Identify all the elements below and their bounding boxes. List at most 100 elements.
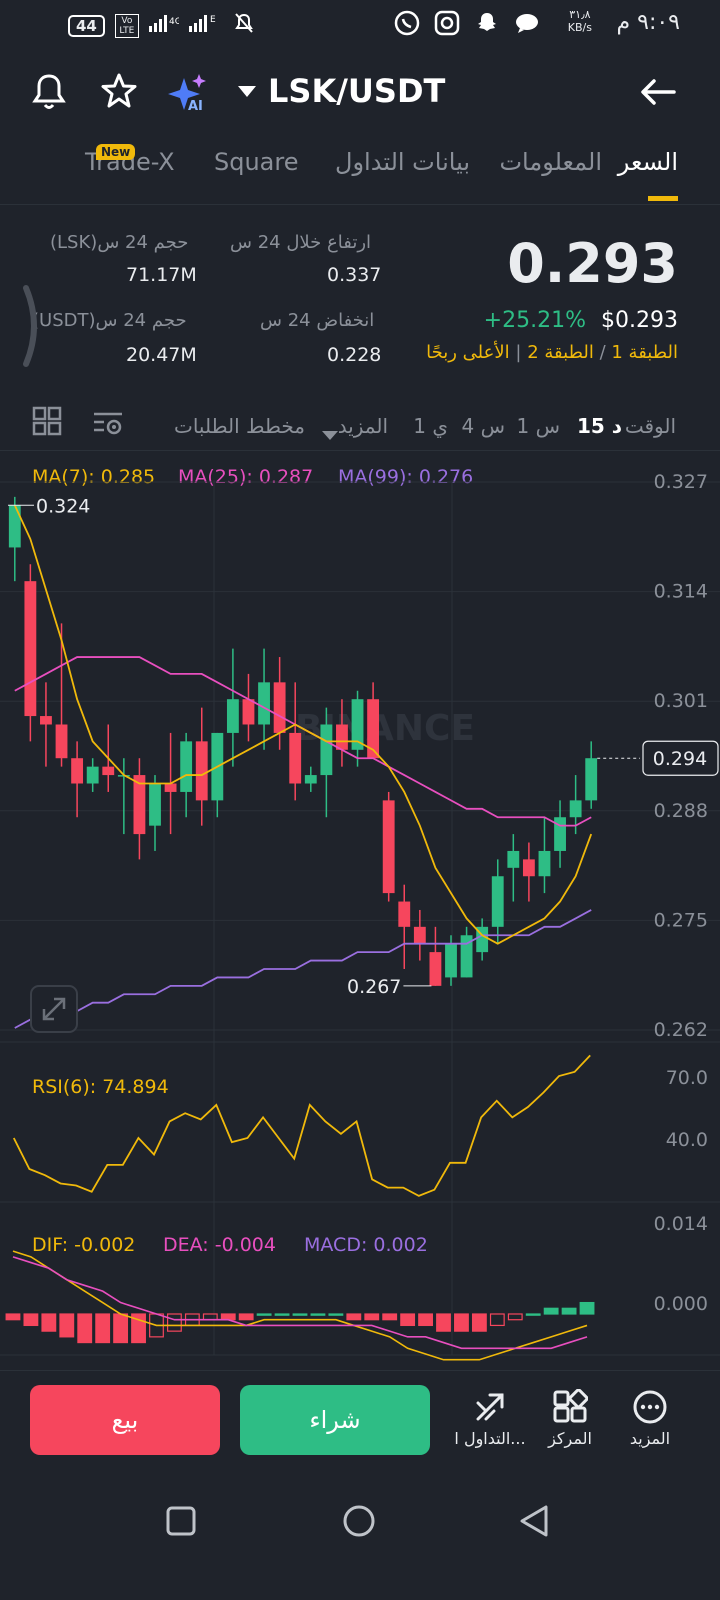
macd-histogram-bar: [167, 1313, 182, 1332]
ai-sparkle-icon[interactable]: AI: [168, 72, 212, 116]
top-gainer-tag[interactable]: الأعلى ربحًا: [426, 342, 510, 363]
candle-body: [351, 699, 364, 750]
candle-body: [242, 699, 255, 725]
clock: ٩:٠٩ م: [616, 10, 681, 35]
header: AI LSK/USDT: [0, 60, 720, 130]
candle-body: [24, 581, 37, 717]
pair-dropdown-caret-icon[interactable]: [238, 86, 256, 97]
tier-1-tag[interactable]: الطبقة 1: [611, 342, 678, 363]
current-price-tag: [642, 740, 719, 776]
macd-histogram-bar: [292, 1313, 308, 1316]
volume-lsk-label: حجم 24 س(LSK): [50, 232, 189, 253]
indicator-settings-icon[interactable]: [92, 406, 124, 443]
orderbook-depth-button[interactable]: مخطط الطلبات: [174, 414, 306, 438]
dea-line: [12, 1256, 588, 1350]
y-axis-tick: 0.262: [654, 1019, 708, 1041]
home-icon[interactable]: [342, 1504, 376, 1542]
macd-histogram-bar: [238, 1313, 254, 1321]
price-chart[interactable]: 0.3270.3140.3010.2880.2750.262BINANCE0.3…: [0, 450, 720, 1370]
interval-15m[interactable]: 15 د: [576, 414, 622, 438]
network-speed: ٣١٫٨ KB/s: [568, 8, 592, 34]
interval-1d[interactable]: 1 ي: [413, 414, 448, 438]
back-icon[interactable]: [518, 1504, 550, 1542]
bottom-action-bar: بيع شراء التداول ا... المركز المزيد: [0, 1370, 720, 1481]
y-axis-tick: 0.314: [654, 581, 708, 603]
expand-chart-icon[interactable]: [30, 985, 78, 1037]
macd-histogram-bar: [113, 1313, 129, 1344]
candle-body: [460, 935, 473, 978]
position-grid-icon: [553, 1389, 588, 1423]
macd-histogram-bar: [471, 1313, 487, 1332]
interval-4h[interactable]: 4 س: [461, 414, 505, 438]
whatsapp-icon: [394, 10, 420, 41]
recent-apps-icon[interactable]: [166, 1506, 196, 1540]
macd-histogram-bar: [274, 1313, 290, 1316]
candle-body: [71, 758, 84, 784]
candle-body: [413, 926, 426, 944]
macd-histogram-bar: [561, 1307, 577, 1315]
rsi-axis-tick: 40.0: [666, 1129, 708, 1151]
price-usd: $0.293: [601, 308, 678, 333]
tier-2-tag[interactable]: الطبقة 2: [527, 342, 594, 363]
macd-histogram-bar: [328, 1313, 344, 1316]
tab-square[interactable]: Square: [214, 148, 299, 176]
rsi-axis-tick: 70.0: [666, 1067, 708, 1089]
interval-1h[interactable]: 1 س: [516, 414, 560, 438]
tab-trading-data[interactable]: بيانات التداول: [335, 148, 470, 176]
candle-body: [164, 783, 177, 792]
dea-legend: DEA: -0.004: [163, 1234, 276, 1256]
macd-histogram-bar: [454, 1313, 469, 1332]
active-tab-indicator: [648, 196, 678, 201]
candle-body: [429, 952, 442, 986]
candle-body: [538, 850, 551, 877]
favorite-star-icon[interactable]: [100, 72, 138, 114]
macd-histogram-bar: [220, 1313, 236, 1321]
macd-histogram-bar: [436, 1313, 451, 1332]
svg-text:4G: 4G: [169, 17, 179, 27]
position-action[interactable]: المركز: [530, 1389, 610, 1448]
candle-body: [398, 901, 411, 927]
volume-usdt-label: حجم 24 س(USDT): [32, 310, 187, 331]
trade-action-label: التداول ا...: [454, 1429, 526, 1448]
trade-arrows-icon: [476, 1393, 504, 1421]
tab-info[interactable]: المعلومات: [499, 148, 602, 176]
candle-body: [491, 876, 504, 927]
bell-icon[interactable]: [30, 72, 68, 116]
battery-indicator: 44: [68, 14, 105, 37]
more-action-label: المزيد: [629, 1429, 671, 1448]
tab-price[interactable]: السعر: [617, 148, 678, 176]
macd-histogram-bar: [95, 1313, 111, 1344]
pair-title[interactable]: LSK/USDT: [268, 72, 446, 110]
tab-bar: السعر المعلومات بيانات التداول Square Tr…: [0, 140, 720, 205]
macd-histogram-bar: [202, 1313, 218, 1321]
chevron-down-icon[interactable]: [322, 422, 338, 446]
ma7-line: [13, 504, 593, 945]
buy-button[interactable]: شراء: [240, 1385, 430, 1455]
collapse-handle-icon[interactable]: [20, 284, 44, 372]
more-action[interactable]: المزيد: [610, 1389, 690, 1448]
macd-histogram-bar: [507, 1313, 523, 1321]
volume-usdt-value: 20.47M: [126, 344, 197, 366]
grid-layout-icon[interactable]: [32, 406, 62, 441]
rsi-legend: RSI(6): 74.894: [32, 1076, 169, 1098]
y-axis-tick: 0.288: [654, 800, 708, 822]
trade-action[interactable]: التداول ا...: [450, 1389, 530, 1448]
candle-body: [195, 741, 208, 801]
volume-lsk-value: 71.17M: [126, 264, 197, 286]
more-intervals-button[interactable]: المزيد: [337, 414, 388, 438]
candle-body: [507, 850, 520, 868]
candle-body: [86, 766, 99, 784]
mute-bell-icon: [233, 12, 255, 39]
sell-button[interactable]: بيع: [30, 1385, 220, 1455]
candle-body: [476, 926, 489, 953]
tier-tags[interactable]: الطبقة 1 / الطبقة 2 | الأعلى ربحًا: [426, 342, 678, 363]
macd-histogram-bar: [77, 1313, 93, 1344]
macd-histogram-bar: [418, 1313, 433, 1327]
candle-body: [522, 859, 535, 877]
high-24h-value: 0.337: [327, 264, 382, 286]
change-percent: +25.21%: [483, 308, 586, 333]
back-arrow-icon[interactable]: [638, 76, 678, 112]
more-dots-icon: [633, 1390, 667, 1424]
snapchat-icon: [474, 10, 500, 41]
macd-legend: MACD: 0.002: [304, 1234, 428, 1256]
